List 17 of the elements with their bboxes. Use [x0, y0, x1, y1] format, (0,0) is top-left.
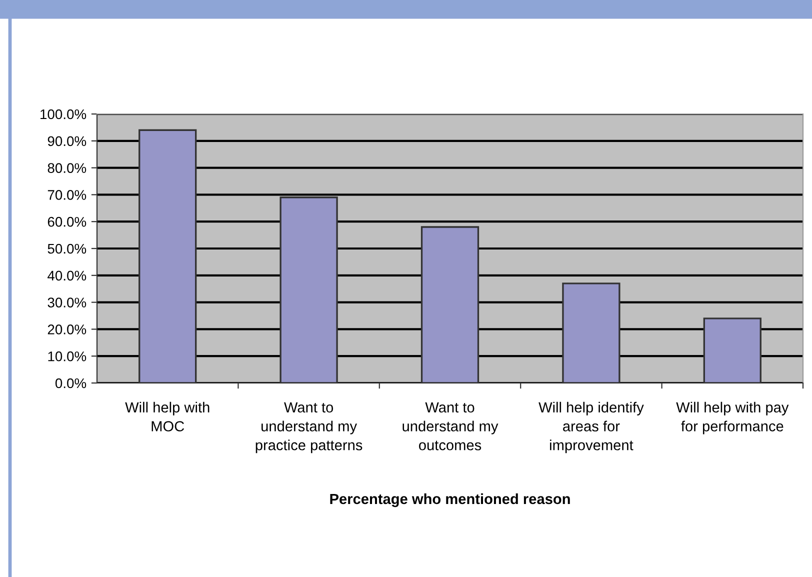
- y-tick-label: 70.0%: [48, 190, 86, 200]
- y-tick-label: 40.0%: [48, 270, 86, 281]
- x-tick-label: Want to understand my practice patterns: [256, 402, 362, 454]
- y-tick-label: 0.0%: [55, 378, 86, 388]
- y-tick-label: 100.0%: [40, 109, 86, 120]
- y-tick-label: 20.0%: [48, 324, 86, 334]
- y-tick-label: 50.0%: [48, 244, 86, 254]
- x-tick-label: Want to understand my outcomes: [402, 402, 498, 450]
- x-axis-title: Percentage who mentioned reason: [330, 493, 570, 508]
- y-tick-label: 30.0%: [48, 298, 86, 308]
- x-tick-label: Will help with pay for performance: [676, 402, 789, 434]
- x-tick-label: Will help identify areas for improvement: [538, 402, 644, 454]
- y-tick-label: 10.0%: [48, 351, 86, 362]
- y-tick-label: 90.0%: [48, 136, 86, 146]
- y-tick-label: 60.0%: [48, 216, 86, 227]
- x-tick-label: Will help with MOC: [125, 402, 210, 432]
- y-tick-label: 80.0%: [48, 163, 86, 173]
